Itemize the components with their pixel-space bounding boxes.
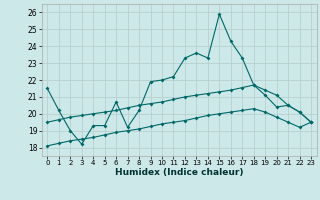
- X-axis label: Humidex (Indice chaleur): Humidex (Indice chaleur): [115, 168, 244, 177]
